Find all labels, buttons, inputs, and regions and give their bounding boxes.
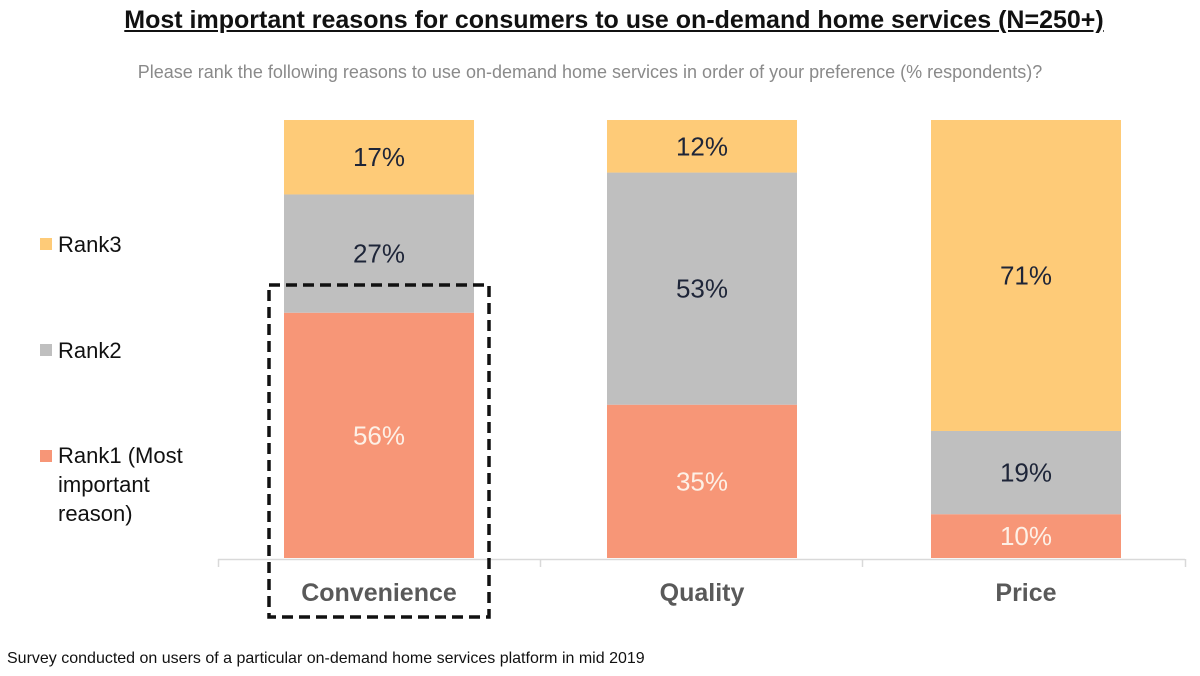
data-label: 71% [1000, 260, 1052, 290]
data-label: 35% [676, 466, 728, 496]
data-label: 12% [676, 131, 728, 161]
legend-item-rank2: Rank2 [40, 338, 122, 364]
legend-label-rank3: Rank3 [58, 232, 122, 257]
data-label: 27% [353, 239, 405, 269]
bar-segment-convenience-rank2 [284, 194, 474, 313]
data-label: 17% [353, 142, 405, 172]
bar-segment-quality-rank3 [607, 120, 797, 173]
x-tick-label-convenience: Convenience [301, 579, 457, 607]
chart-title: Most important reasons for consumers to … [124, 6, 1104, 34]
legend-label-rank1: Rank1 (Most important reason) [58, 443, 183, 526]
bar-segment-quality-rank1 [607, 404, 797, 558]
legend-label-rank2: Rank2 [58, 338, 122, 363]
highlight-dashed-box [267, 283, 491, 619]
chart-subtitle: Please rank the following reasons to use… [137, 62, 1043, 82]
bar-segment-quality-rank2 [607, 172, 797, 405]
legend-swatch-rank1 [40, 450, 52, 462]
data-label: 10% [1000, 521, 1052, 551]
x-tick-label-quality: Quality [660, 579, 745, 607]
bar-segment-convenience-rank3 [284, 120, 474, 195]
legend-item-rank1: Rank1 (Most important reason) [40, 441, 210, 528]
legend-swatch-rank3 [40, 238, 52, 250]
footnote: Survey conducted on users of a particula… [7, 650, 645, 667]
bar-segment-price-rank2 [931, 430, 1121, 515]
data-label: 53% [676, 274, 728, 304]
legend-swatch-rank2 [40, 344, 52, 356]
data-label: 56% [353, 420, 405, 450]
x-tick-label-price: Price [995, 579, 1056, 607]
data-label: 19% [1000, 458, 1052, 488]
bar-segment-convenience-rank1 [284, 312, 474, 558]
bar-segment-price-rank1 [931, 514, 1121, 558]
bar-segment-price-rank3 [931, 120, 1121, 431]
legend-item-rank3: Rank3 [40, 232, 122, 258]
